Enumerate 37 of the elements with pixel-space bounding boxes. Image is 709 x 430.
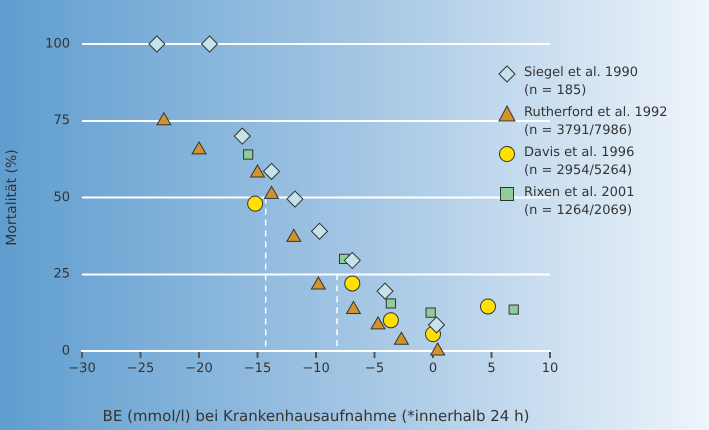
y-tick-label: 75	[53, 113, 70, 128]
x-axis-title: BE (mmol/l) bei Krankenhausaufnahme (*innerhalb 24 h)	[102, 406, 530, 425]
point	[201, 36, 218, 52]
legend-label: Rutherford et al. 1992 (n = 3791/7986)	[524, 104, 668, 140]
point	[234, 128, 251, 145]
point	[263, 162, 280, 180]
x-tick-label: −25	[126, 361, 154, 376]
point	[243, 149, 254, 160]
legend-label: Siegel et al. 1990 (n = 185)	[524, 64, 638, 100]
point	[480, 298, 496, 314]
x-tick-label: 5	[487, 361, 496, 376]
point	[311, 222, 328, 240]
point	[286, 190, 304, 208]
point	[376, 282, 394, 300]
x-tick-label: 10	[542, 361, 558, 376]
y-axis-title: Mortalität (%)	[4, 149, 20, 246]
x-tick-label: −15	[244, 361, 272, 376]
point	[382, 312, 399, 328]
x-tick-label: −5	[364, 361, 384, 376]
x-tick-label: −30	[68, 361, 96, 376]
x-tick-label: −10	[302, 361, 330, 376]
point	[344, 275, 360, 292]
y-tick-label: 0	[62, 343, 70, 358]
point	[148, 36, 166, 52]
point	[428, 316, 446, 334]
point	[247, 196, 264, 212]
point	[386, 298, 396, 309]
y-tick-label: 25	[53, 266, 70, 282]
point	[344, 252, 361, 269]
x-tick-label: 0	[428, 361, 438, 376]
x-tick-label: −20	[185, 361, 213, 376]
y-tick-label: 50	[53, 190, 70, 205]
legend-label: Davis et al. 1996 (n = 2954/5264)	[524, 144, 634, 180]
legend-label: Rixen et al. 2001 (n = 1264/2069)	[524, 184, 634, 220]
y-tick-label: 100	[45, 36, 70, 52]
point	[508, 304, 519, 315]
point	[426, 308, 436, 318]
